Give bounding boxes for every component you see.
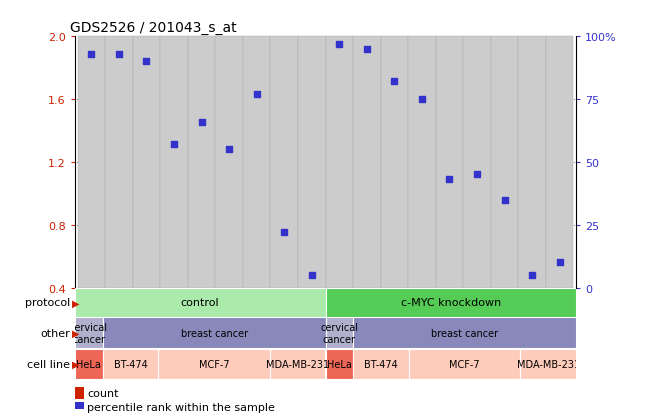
Text: HeLa: HeLa [327, 359, 352, 369]
Bar [525, 285, 540, 288]
Text: percentile rank within the sample: percentile rank within the sample [87, 402, 275, 413]
Text: BT-474: BT-474 [365, 359, 398, 369]
Text: cervical
cancer: cervical cancer [70, 322, 108, 344]
FancyBboxPatch shape [408, 37, 436, 288]
FancyBboxPatch shape [270, 37, 298, 288]
Point [417, 97, 427, 103]
Bar [326, 289, 576, 317]
Bar [75, 387, 83, 399]
Bar [111, 95, 126, 288]
Bar [552, 272, 567, 288]
Point [499, 197, 510, 204]
Bar [84, 103, 99, 288]
Bar [270, 349, 326, 379]
FancyBboxPatch shape [298, 37, 326, 288]
Point [334, 41, 344, 48]
Point [361, 46, 372, 53]
Text: control: control [181, 298, 219, 308]
FancyBboxPatch shape [491, 37, 518, 288]
Text: cell line: cell line [27, 359, 70, 369]
FancyBboxPatch shape [215, 37, 243, 288]
Bar [75, 318, 103, 349]
Text: breast cancer: breast cancer [180, 328, 247, 338]
Text: ▶: ▶ [72, 298, 79, 308]
Bar [139, 120, 154, 288]
Bar [277, 264, 292, 288]
Point [389, 79, 400, 85]
FancyBboxPatch shape [436, 37, 464, 288]
Bar [221, 217, 237, 288]
FancyBboxPatch shape [160, 37, 187, 288]
Bar [414, 191, 430, 288]
FancyBboxPatch shape [105, 37, 133, 288]
Text: protocol: protocol [25, 298, 70, 308]
Point [279, 229, 290, 236]
Text: c-MYC knockdown: c-MYC knockdown [401, 298, 501, 308]
FancyBboxPatch shape [464, 37, 491, 288]
Text: MCF-7: MCF-7 [449, 359, 480, 369]
Bar [520, 349, 576, 379]
Bar [387, 163, 402, 288]
Text: other: other [40, 328, 70, 338]
Point [444, 177, 454, 183]
Text: breast cancer: breast cancer [431, 328, 498, 338]
FancyBboxPatch shape [326, 37, 353, 288]
Bar [442, 236, 457, 288]
Text: MDA-MB-231: MDA-MB-231 [517, 359, 580, 369]
FancyBboxPatch shape [381, 37, 408, 288]
Point [555, 259, 565, 266]
Point [86, 51, 96, 58]
Bar [469, 222, 484, 288]
Bar [167, 217, 182, 288]
Text: MDA-MB-231: MDA-MB-231 [266, 359, 329, 369]
Point [527, 272, 537, 279]
Text: BT-474: BT-474 [114, 359, 147, 369]
FancyBboxPatch shape [133, 37, 160, 288]
Text: count: count [87, 388, 118, 398]
FancyBboxPatch shape [77, 37, 105, 288]
Bar [409, 349, 520, 379]
FancyBboxPatch shape [353, 37, 381, 288]
Point [169, 142, 179, 148]
Bar [194, 206, 209, 288]
Bar [75, 349, 103, 379]
Bar [158, 349, 270, 379]
Bar [249, 186, 264, 288]
Point [307, 272, 317, 279]
Point [224, 147, 234, 153]
FancyBboxPatch shape [546, 37, 574, 288]
Bar [75, 289, 326, 317]
Bar [75, 401, 83, 413]
Bar [103, 318, 326, 349]
Point [114, 51, 124, 58]
Point [141, 59, 152, 66]
Text: GDS2526 / 201043_s_at: GDS2526 / 201043_s_at [70, 21, 236, 35]
Text: cervical
cancer: cervical cancer [320, 322, 359, 344]
Text: ▶: ▶ [72, 328, 79, 338]
FancyBboxPatch shape [518, 37, 546, 288]
Text: MCF-7: MCF-7 [199, 359, 229, 369]
Bar [353, 318, 576, 349]
Bar [353, 349, 409, 379]
FancyBboxPatch shape [243, 37, 270, 288]
FancyBboxPatch shape [187, 37, 215, 288]
Bar [304, 285, 319, 288]
Bar [359, 81, 374, 288]
Bar [497, 254, 512, 288]
Point [197, 119, 207, 126]
Text: HeLa: HeLa [76, 359, 101, 369]
Bar [332, 61, 347, 288]
Point [472, 172, 482, 178]
Text: ▶: ▶ [72, 359, 79, 369]
Bar [326, 318, 353, 349]
Bar [326, 349, 353, 379]
Bar [103, 349, 158, 379]
Point [251, 92, 262, 98]
